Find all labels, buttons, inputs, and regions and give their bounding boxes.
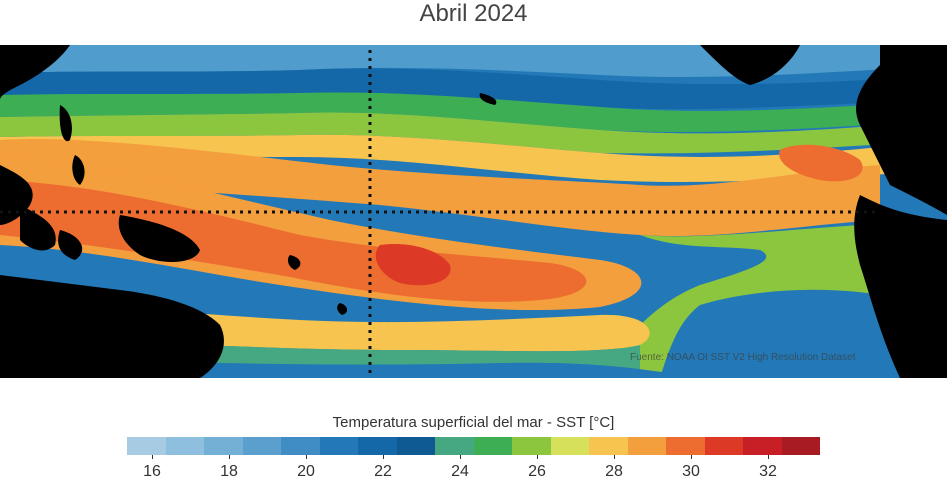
- sst-band-north-lightgreen: [0, 112, 947, 154]
- colorbar-swatch: [319, 437, 358, 455]
- colorbar-tick-mark: [537, 455, 538, 459]
- colorbar-tick-label: 32: [759, 463, 777, 480]
- colorbar-tick-mark: [614, 455, 615, 459]
- land-islands: [287, 255, 348, 315]
- sst-hotspot: [375, 244, 451, 286]
- colorbar-tick-label: 28: [605, 463, 623, 480]
- colorbar-swatch: [358, 437, 397, 455]
- sst-map: [0, 45, 947, 378]
- colorbar-swatch: [589, 437, 628, 455]
- colorbar-tick-label: 18: [220, 463, 238, 480]
- colorbar-tick-label: 20: [297, 463, 315, 480]
- colorbar-swatch: [781, 437, 820, 455]
- colorbar-tick-label: 26: [528, 463, 546, 480]
- land-alaska: [700, 45, 800, 85]
- colorbar-swatch: [743, 437, 782, 455]
- sst-band-north-green: [0, 92, 947, 132]
- land-south-america: [854, 195, 947, 378]
- colorbar-tick-mark: [691, 455, 692, 459]
- data-credit: Fuente: NOAA OI SST V2 High Resolution D…: [630, 352, 856, 363]
- colorbar-swatch: [242, 437, 281, 455]
- colorbar-swatch: [704, 437, 743, 455]
- colorbar-tick-mark: [306, 455, 307, 459]
- colorbar-tick-mark: [152, 455, 153, 459]
- sst-east-warm: [779, 144, 863, 182]
- colorbar-swatch: [435, 437, 474, 455]
- land-asia-north: [0, 45, 70, 100]
- colorbar-tick-mark: [383, 455, 384, 459]
- colorbar-swatch: [281, 437, 320, 455]
- colorbar-ticks: 16 18 20 22 24 26 28 30 32: [0, 455, 947, 480]
- sst-band-equatorial-orange: [0, 139, 880, 237]
- land-hawaii: [479, 93, 497, 105]
- sst-band-north-mid: [0, 68, 947, 110]
- colorbar-swatch: [204, 437, 243, 455]
- colorbar-tick-label: 22: [374, 463, 392, 480]
- colorbar-tick-label: 30: [682, 463, 700, 480]
- colorbar-title: Temperatura superficial del mar - SST [°…: [332, 414, 615, 431]
- colorbar-swatch: [512, 437, 551, 455]
- colorbar-swatch: [473, 437, 512, 455]
- land-indonesia: [20, 205, 200, 262]
- colorbar-swatch: [666, 437, 705, 455]
- colorbar-tick-label: 24: [451, 463, 469, 480]
- colorbar-swatch: [127, 437, 166, 455]
- map-title: Abril 2024: [419, 0, 528, 27]
- colorbar-swatch: [396, 437, 435, 455]
- sst-band-north-yellow: [0, 134, 947, 182]
- land-australia: [0, 275, 224, 378]
- colorbar-tick-label: 16: [143, 463, 161, 480]
- colorbar-swatch: [550, 437, 589, 455]
- colorbar: [127, 437, 820, 455]
- colorbar-tick-mark: [768, 455, 769, 459]
- colorbar-swatch: [165, 437, 204, 455]
- colorbar-tick-mark: [460, 455, 461, 459]
- colorbar-swatch: [627, 437, 666, 455]
- colorbar-tick-mark: [229, 455, 230, 459]
- land-north-america: [856, 45, 947, 215]
- land-philippines: [59, 105, 85, 185]
